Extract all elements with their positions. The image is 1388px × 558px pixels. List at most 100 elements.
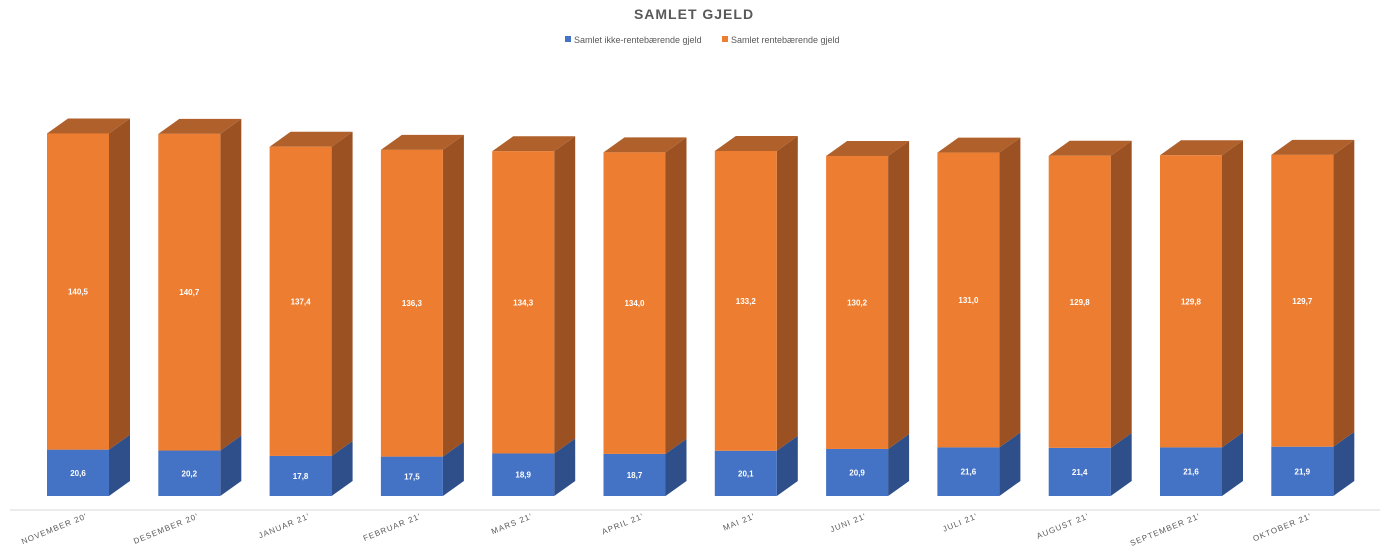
data-label-rentebaerende: 133,2 bbox=[736, 297, 757, 306]
x-tick-label: DESEMBER 20' bbox=[132, 512, 200, 546]
data-label-ikke-rentebaerende: 20,1 bbox=[738, 469, 754, 478]
bar-stack: 21,9 129,7 bbox=[1271, 139, 1355, 496]
bar-ikke-rentebaerende bbox=[1271, 446, 1334, 496]
bar-ikke-rentebaerende bbox=[269, 455, 332, 496]
legend-swatch-rentebaerende bbox=[722, 36, 728, 42]
plot-area: 20,6 140,5 20,2 140,7 17,8 137,4 17,5 136,3 18,9… bbox=[10, 118, 1380, 511]
bar-ikke-rentebaerende bbox=[47, 449, 109, 496]
data-label-ikke-rentebaerende: 20,2 bbox=[182, 469, 198, 478]
bar-rentebaerende bbox=[380, 149, 443, 457]
bar-top-rentebaerende bbox=[714, 136, 798, 152]
data-label-rentebaerende: 131,0 bbox=[958, 296, 979, 305]
data-label-rentebaerende: 129,7 bbox=[1292, 297, 1313, 306]
bar-side-ikke-rentebaerende bbox=[776, 435, 798, 496]
bar-side-rentebaerende bbox=[888, 140, 910, 449]
bar-top-rentebaerende bbox=[47, 118, 130, 134]
legend-label-rentebaerende: Samlet rentebærende gjeld bbox=[731, 35, 840, 45]
bar-top-rentebaerende bbox=[1271, 139, 1355, 155]
bar-ikke-rentebaerende bbox=[380, 456, 443, 496]
bar-top-rentebaerende bbox=[380, 134, 464, 150]
bar-ikke-rentebaerende bbox=[1048, 447, 1111, 496]
bar-stack: 20,9 130,2 bbox=[826, 140, 910, 496]
bar-side-rentebaerende bbox=[1333, 139, 1355, 447]
bar-top-rentebaerende bbox=[826, 140, 910, 156]
x-tick-label: JUNI 21' bbox=[829, 512, 868, 535]
bar-side-rentebaerende bbox=[109, 118, 130, 450]
bar-side-rentebaerende bbox=[776, 136, 798, 451]
bar-side-ikke-rentebaerende bbox=[1333, 431, 1355, 496]
bar-rentebaerende bbox=[492, 151, 555, 454]
bar-side-ikke-rentebaerende bbox=[665, 438, 687, 496]
bar-top-rentebaerende bbox=[269, 131, 353, 147]
bar-ikke-rentebaerende bbox=[1160, 447, 1222, 496]
data-label-rentebaerende: 140,7 bbox=[179, 288, 200, 297]
data-label-ikke-rentebaerende: 20,9 bbox=[849, 468, 865, 477]
data-label-ikke-rentebaerende: 21,6 bbox=[961, 468, 977, 477]
bar-ikke-rentebaerende bbox=[492, 453, 555, 496]
data-label-rentebaerende: 137,4 bbox=[291, 297, 312, 306]
bar-side-ikke-rentebaerende bbox=[442, 441, 464, 496]
bar-top-rentebaerende bbox=[1160, 140, 1243, 156]
bar-rentebaerende bbox=[1048, 155, 1111, 448]
bar-side-ikke-rentebaerende bbox=[1110, 432, 1132, 496]
bar-side-ikke-rentebaerende bbox=[999, 432, 1021, 496]
bar-top-rentebaerende bbox=[492, 136, 576, 152]
bar-stack: 21,4 129,8 bbox=[1048, 140, 1132, 496]
bar-stack: 18,7 134,0 bbox=[603, 137, 687, 496]
bar-side-ikke-rentebaerende bbox=[109, 434, 130, 496]
bar-stack: 20,1 133,2 bbox=[714, 136, 798, 496]
bar-side-rentebaerende bbox=[665, 137, 687, 454]
x-tick-label: FEBRUAR 21' bbox=[362, 512, 423, 544]
bar-ikke-rentebaerende bbox=[714, 450, 777, 496]
bar-side-rentebaerende bbox=[220, 118, 242, 451]
bar-stack: 20,2 140,7 bbox=[158, 118, 242, 496]
data-label-ikke-rentebaerende: 21,9 bbox=[1295, 467, 1311, 476]
data-label-ikke-rentebaerende: 18,9 bbox=[515, 471, 531, 480]
bar-rentebaerende bbox=[1160, 155, 1222, 448]
data-label-rentebaerende: 129,8 bbox=[1181, 297, 1202, 306]
chart-title: SAMLET GJELD bbox=[634, 6, 754, 22]
bar-side-ikke-rentebaerende bbox=[220, 435, 242, 496]
bar-rentebaerende bbox=[158, 133, 221, 451]
x-tick-label: AUGUST 21' bbox=[1035, 512, 1090, 541]
bar-side-ikke-rentebaerende bbox=[331, 440, 353, 496]
bar-side-rentebaerende bbox=[554, 136, 576, 454]
legend-swatch-ikke-rentebaerende bbox=[565, 36, 571, 42]
bar-side-ikke-rentebaerende bbox=[554, 438, 576, 496]
data-label-rentebaerende: 130,2 bbox=[847, 298, 868, 307]
data-label-ikke-rentebaerende: 17,8 bbox=[293, 472, 309, 481]
bar-stack: 21,6 129,8 bbox=[1160, 140, 1243, 496]
bar-ikke-rentebaerende bbox=[937, 447, 1000, 496]
x-tick-label: MARS 21' bbox=[490, 512, 534, 537]
bar-rentebaerende bbox=[603, 152, 666, 454]
bar-stack: 17,8 137,4 bbox=[269, 131, 353, 496]
data-label-ikke-rentebaerende: 17,5 bbox=[404, 472, 420, 481]
data-label-rentebaerende: 129,8 bbox=[1070, 298, 1091, 307]
bar-rentebaerende bbox=[1271, 154, 1334, 447]
bar-side-rentebaerende bbox=[999, 137, 1021, 448]
bar-side-rentebaerende bbox=[1222, 140, 1243, 448]
bar-rentebaerende bbox=[937, 152, 1000, 448]
bar-side-rentebaerende bbox=[1110, 140, 1132, 448]
data-label-rentebaerende: 134,0 bbox=[624, 299, 645, 308]
bar-ikke-rentebaerende bbox=[603, 453, 666, 496]
bar-stack: 20,6 140,5 bbox=[47, 118, 130, 496]
legend: Samlet ikke-rentebærende gjeld Samlet re… bbox=[565, 35, 840, 45]
data-label-ikke-rentebaerende: 20,6 bbox=[70, 469, 86, 478]
bar-ikke-rentebaerende bbox=[826, 448, 889, 496]
data-label-ikke-rentebaerende: 18,7 bbox=[627, 471, 643, 480]
data-label-rentebaerende: 140,5 bbox=[68, 288, 89, 297]
x-tick-label: OKTOBER 21' bbox=[1252, 512, 1313, 544]
data-label-ikke-rentebaerende: 21,6 bbox=[1183, 468, 1199, 477]
bar-top-rentebaerende bbox=[158, 118, 242, 134]
x-tick-label: SEPTEMBER 21' bbox=[1129, 512, 1202, 548]
bar-rentebaerende bbox=[714, 151, 777, 451]
bar-top-rentebaerende bbox=[1048, 140, 1132, 156]
bar-side-ikke-rentebaerende bbox=[888, 433, 910, 496]
x-tick-label: APRIL 21' bbox=[601, 512, 646, 537]
x-tick-label: JULI 21' bbox=[941, 512, 979, 534]
x-axis-tick-labels: NOVEMBER 20' DESEMBER 20' JANUAR 21' FEBRUA… bbox=[20, 512, 1313, 548]
bar-rentebaerende bbox=[826, 155, 889, 449]
x-tick-label: JANUAR 21' bbox=[257, 512, 311, 541]
data-label-rentebaerende: 134,3 bbox=[513, 298, 534, 307]
